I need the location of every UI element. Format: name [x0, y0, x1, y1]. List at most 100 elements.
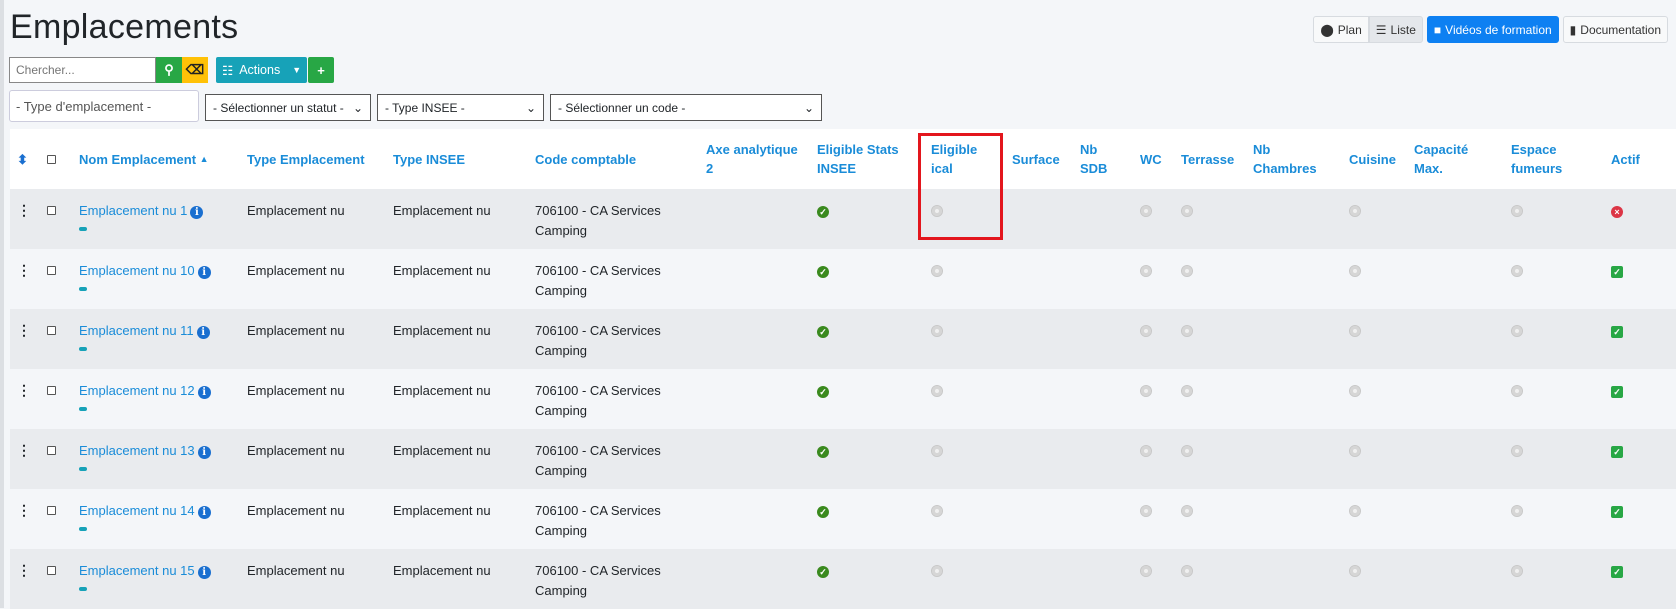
row-menu-icon[interactable]: ⋮ — [17, 382, 31, 398]
row-checkbox[interactable] — [47, 266, 56, 275]
info-icon[interactable]: i — [197, 266, 211, 279]
emplacement-link[interactable]: Emplacement nu 1 — [79, 203, 188, 218]
column-header[interactable]: Surface — [1005, 129, 1073, 189]
check-circle-icon: ✓ — [817, 506, 829, 518]
column-header[interactable]: Terrasse — [1174, 129, 1246, 189]
column-header[interactable]: Nb SDB — [1073, 129, 1133, 189]
empty-circle-icon — [1181, 325, 1193, 337]
check-circle-icon: ✓ — [817, 326, 829, 338]
list-icon: ☰ — [1375, 22, 1387, 37]
row-menu-icon[interactable]: ⋮ — [17, 262, 31, 278]
training-videos-button[interactable]: ■ Vidéos de formation — [1426, 16, 1559, 43]
emplacement-link[interactable]: Emplacement nu 13 — [79, 443, 195, 458]
caret-down-icon: ▼ — [292, 65, 302, 75]
empty-circle-icon — [1511, 565, 1523, 577]
checkbox[interactable] — [47, 154, 56, 164]
row-menu-icon[interactable]: ⋮ — [17, 502, 31, 518]
list-view-button[interactable]: ☰ Liste — [1368, 16, 1423, 43]
active-check-icon: ✓ — [1611, 386, 1623, 398]
status-pill — [79, 467, 87, 471]
column-header[interactable]: Cuisine — [1342, 129, 1407, 189]
info-icon[interactable]: i — [197, 386, 211, 399]
documentation-button[interactable]: ▮ Documentation — [1562, 16, 1668, 43]
empty-circle-icon — [1181, 205, 1193, 217]
status-pill — [79, 347, 87, 351]
status-pill — [79, 587, 87, 591]
eraser-icon: ⌫ — [185, 62, 205, 77]
add-button[interactable]: + — [308, 57, 334, 83]
empty-circle-icon — [1511, 265, 1523, 277]
row-menu-icon[interactable]: ⋮ — [17, 202, 31, 218]
emplacement-link[interactable]: Emplacement nu 15 — [79, 563, 195, 578]
empty-circle-icon — [1140, 565, 1152, 577]
sort-toggle[interactable]: ⬍ — [10, 129, 40, 189]
info-icon[interactable]: i — [196, 326, 210, 339]
column-header[interactable]: Type Emplacement — [240, 129, 386, 189]
emplacement-link[interactable]: Emplacement nu 12 — [79, 383, 195, 398]
plan-view-button[interactable]: ⬤ Plan — [1313, 16, 1369, 43]
empty-circle-icon — [1140, 505, 1152, 517]
search-button[interactable]: ⚲ — [156, 57, 182, 83]
chevron-down-icon: ⌄ — [803, 100, 814, 115]
empty-circle-icon — [931, 445, 943, 457]
inactive-x-icon: × — [1611, 206, 1623, 218]
row-checkbox[interactable] — [47, 206, 56, 215]
info-icon[interactable]: i — [197, 506, 211, 519]
plus-icon: + — [317, 62, 325, 78]
table-row: ⋮ Emplacement nu 11 i Emplacement nu Emplace… — [10, 309, 1676, 369]
row-checkbox[interactable] — [47, 446, 56, 455]
row-menu-icon[interactable]: ⋮ — [17, 442, 31, 458]
row-checkbox[interactable] — [47, 326, 56, 335]
statut-select[interactable]: - Sélectionner un statut - ⌄ — [205, 94, 371, 121]
active-check-icon: ✓ — [1611, 506, 1623, 518]
row-menu-icon[interactable]: ⋮ — [17, 562, 31, 578]
active-check-icon: ✓ — [1611, 566, 1623, 578]
empty-circle-icon — [1511, 505, 1523, 517]
scroll-edge — [0, 0, 4, 608]
select-all-checkbox[interactable] — [40, 129, 72, 189]
empty-circle-icon — [1181, 445, 1193, 457]
actions-dropdown[interactable]: ☷ Actions ▼ — [216, 57, 308, 83]
search-input[interactable] — [9, 57, 156, 83]
column-header[interactable]: Eligible Stats INSEE — [810, 129, 924, 189]
sort-asc-icon: ▲ — [199, 153, 209, 164]
sort-icon[interactable]: ⬍ — [17, 151, 28, 167]
type-insee-select[interactable]: - Type INSEE - ⌄ — [377, 94, 544, 121]
table-row: ⋮ Emplacement nu 12 i Emplacement nu Emplace… — [10, 369, 1676, 429]
emplacement-link[interactable]: Emplacement nu 11 — [79, 323, 194, 338]
empty-circle-icon — [931, 385, 943, 397]
code-select[interactable]: - Sélectionner un code - ⌄ — [550, 94, 822, 121]
column-header[interactable]: Espace fumeurs — [1504, 129, 1604, 189]
table-row: ⋮ Emplacement nu 14 i Emplacement nu Emplace… — [10, 489, 1676, 549]
info-icon[interactable]: i — [197, 446, 211, 459]
column-header[interactable]: Axe analytique 2 — [699, 129, 810, 189]
empty-circle-icon — [1349, 325, 1361, 337]
info-icon[interactable]: i — [190, 206, 204, 219]
column-header[interactable]: Code comptable — [528, 129, 699, 189]
search-group: ⚲ ⌫ — [9, 57, 208, 83]
emplacement-link[interactable]: Emplacement nu 14 — [79, 503, 195, 518]
emplacements-table: ⬍ Nom Emplacement ▲ Type Emplacement Type I… — [10, 129, 1676, 609]
row-checkbox[interactable] — [47, 566, 56, 575]
empty-circle-icon — [1181, 385, 1193, 397]
empty-circle-icon — [931, 265, 943, 277]
emplacement-link[interactable]: Emplacement nu 10 — [79, 263, 195, 278]
type-emplacement-filter[interactable]: - Type d'emplacement - — [9, 90, 199, 122]
column-header[interactable]: Eligible ical — [924, 129, 1005, 189]
column-header[interactable]: Actif — [1604, 129, 1676, 189]
column-header[interactable]: Nom Emplacement ▲ — [72, 129, 240, 189]
column-header[interactable]: Type INSEE — [386, 129, 528, 189]
row-menu-icon[interactable]: ⋮ — [17, 322, 31, 338]
empty-circle-icon — [1349, 385, 1361, 397]
column-header[interactable]: Capacité Max. — [1407, 129, 1504, 189]
page-title: Emplacements — [10, 8, 239, 46]
row-checkbox[interactable] — [47, 386, 56, 395]
column-header[interactable]: Nb Chambres — [1246, 129, 1342, 189]
empty-circle-icon — [1181, 505, 1193, 517]
column-header[interactable]: WC — [1133, 129, 1174, 189]
empty-circle-icon — [931, 565, 943, 577]
table-row: ⋮ Emplacement nu 13 i Emplacement nu Emplace… — [10, 429, 1676, 489]
clear-search-button[interactable]: ⌫ — [182, 57, 208, 83]
info-icon[interactable]: i — [197, 566, 211, 579]
row-checkbox[interactable] — [47, 506, 56, 515]
